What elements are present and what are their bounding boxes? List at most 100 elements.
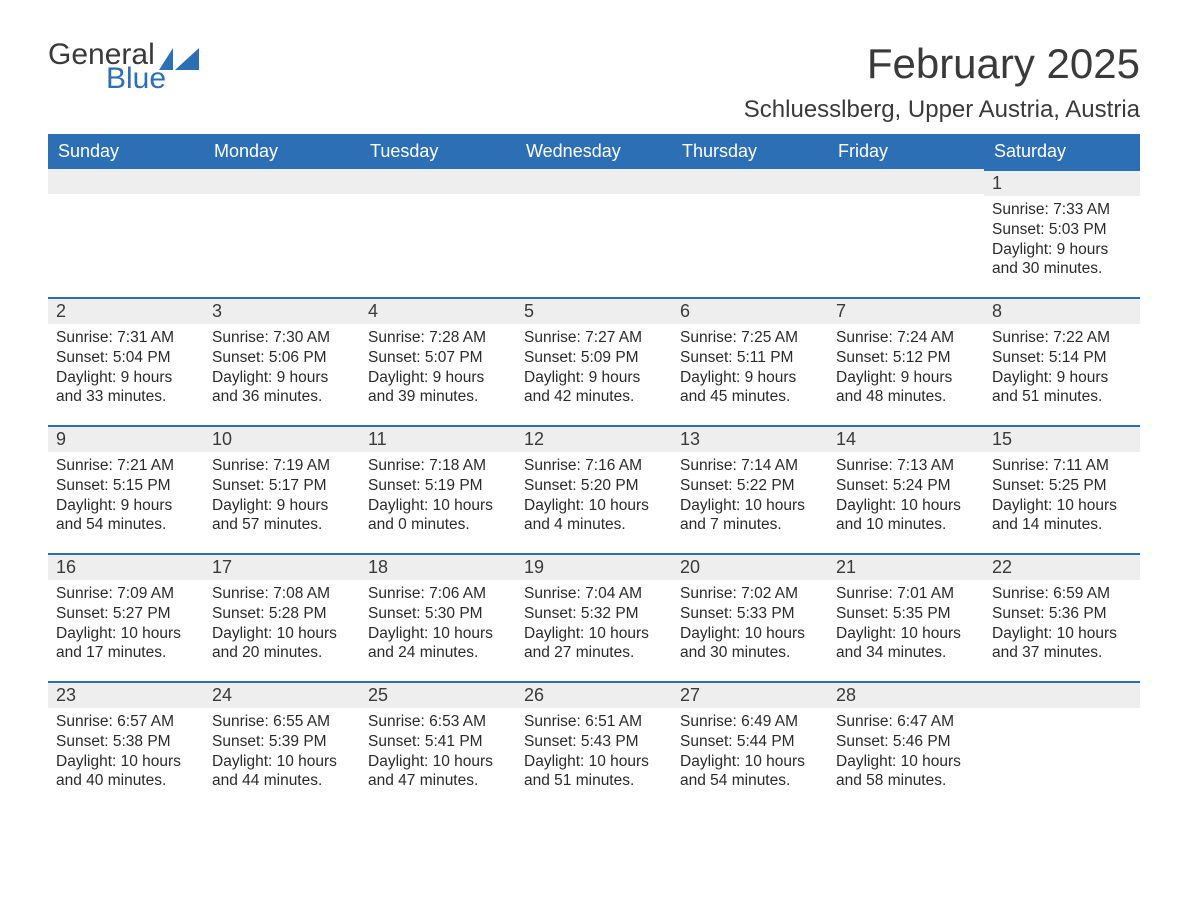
sunset: Sunset: 5:06 PM	[212, 348, 352, 368]
day-body: Sunrise: 6:53 AMSunset: 5:41 PMDaylight:…	[360, 708, 516, 797]
sunrise: Sunrise: 7:22 AM	[992, 328, 1132, 348]
daylight: Daylight: 10 hours and 37 minutes.	[992, 624, 1132, 664]
sunset: Sunset: 5:36 PM	[992, 604, 1132, 624]
daylight: Daylight: 10 hours and 40 minutes.	[56, 752, 196, 792]
day-number: 16	[48, 553, 204, 580]
sunrise: Sunrise: 7:16 AM	[524, 456, 664, 476]
calendar-table: SundayMondayTuesdayWednesdayThursdayFrid…	[48, 134, 1140, 809]
sunset: Sunset: 5:14 PM	[992, 348, 1132, 368]
day-number: 13	[672, 425, 828, 452]
sunset: Sunset: 5:22 PM	[680, 476, 820, 496]
sunset: Sunset: 5:35 PM	[836, 604, 976, 624]
daylight: Daylight: 9 hours and 30 minutes.	[992, 240, 1132, 280]
calendar-week: 9Sunrise: 7:21 AMSunset: 5:15 PMDaylight…	[48, 425, 1140, 553]
calendar-cell: 5Sunrise: 7:27 AMSunset: 5:09 PMDaylight…	[516, 297, 672, 425]
day-number: 19	[516, 553, 672, 580]
month-title: February 2025	[744, 40, 1140, 88]
weekday-header: Friday	[828, 134, 984, 169]
sunset: Sunset: 5:17 PM	[212, 476, 352, 496]
sunrise: Sunrise: 7:28 AM	[368, 328, 508, 348]
calendar-cell: 23Sunrise: 6:57 AMSunset: 5:38 PMDayligh…	[48, 681, 204, 809]
sunrise: Sunrise: 7:02 AM	[680, 584, 820, 604]
day-number: 12	[516, 425, 672, 452]
calendar-cell: 2Sunrise: 7:31 AMSunset: 5:04 PMDaylight…	[48, 297, 204, 425]
daylight: Daylight: 10 hours and 7 minutes.	[680, 496, 820, 536]
day-number: 14	[828, 425, 984, 452]
sunrise: Sunrise: 7:14 AM	[680, 456, 820, 476]
weekday-header: Sunday	[48, 134, 204, 169]
calendar-cell: 15Sunrise: 7:11 AMSunset: 5:25 PMDayligh…	[984, 425, 1140, 553]
calendar-week: 1Sunrise: 7:33 AMSunset: 5:03 PMDaylight…	[48, 169, 1140, 297]
daylight: Daylight: 10 hours and 30 minutes.	[680, 624, 820, 664]
day-body: Sunrise: 7:11 AMSunset: 5:25 PMDaylight:…	[984, 452, 1140, 541]
daylight: Daylight: 10 hours and 34 minutes.	[836, 624, 976, 664]
day-body: Sunrise: 7:25 AMSunset: 5:11 PMDaylight:…	[672, 324, 828, 413]
sunrise: Sunrise: 7:25 AM	[680, 328, 820, 348]
sunrise: Sunrise: 7:08 AM	[212, 584, 352, 604]
sunset: Sunset: 5:09 PM	[524, 348, 664, 368]
calendar-cell: 24Sunrise: 6:55 AMSunset: 5:39 PMDayligh…	[204, 681, 360, 809]
day-body: Sunrise: 7:06 AMSunset: 5:30 PMDaylight:…	[360, 580, 516, 669]
daylight: Daylight: 10 hours and 27 minutes.	[524, 624, 664, 664]
sunset: Sunset: 5:15 PM	[56, 476, 196, 496]
calendar-cell: 12 Sunrise: 7:16 AMSunset: 5:20 PMDayligh…	[516, 425, 672, 553]
daylight: Daylight: 10 hours and 44 minutes.	[212, 752, 352, 792]
day-body: Sunrise: 6:49 AMSunset: 5:44 PMDaylight:…	[672, 708, 828, 797]
sunset: Sunset: 5:03 PM	[992, 220, 1132, 240]
day-body: Sunrise: 7:24 AMSunset: 5:12 PMDaylight:…	[828, 324, 984, 413]
calendar-cell: 8Sunrise: 7:22 AMSunset: 5:14 PMDaylight…	[984, 297, 1140, 425]
sunrise: Sunrise: 6:49 AM	[680, 712, 820, 732]
day-number: 8	[984, 297, 1140, 324]
sunset: Sunset: 5:07 PM	[368, 348, 508, 368]
sunset: Sunset: 5:24 PM	[836, 476, 976, 496]
calendar-week: 23Sunrise: 6:57 AMSunset: 5:38 PMDayligh…	[48, 681, 1140, 809]
logo-text-blue: Blue	[106, 64, 199, 94]
sunset: Sunset: 5:41 PM	[368, 732, 508, 752]
day-number: 10	[204, 425, 360, 452]
day-body: Sunrise: 7:21 AMSunset: 5:15 PMDaylight:…	[48, 452, 204, 541]
daylight: Daylight: 10 hours and 58 minutes.	[836, 752, 976, 792]
daylight: Daylight: 10 hours and 4 minutes.	[524, 496, 664, 536]
calendar-cell: 26Sunrise: 6:51 AMSunset: 5:43 PMDayligh…	[516, 681, 672, 809]
sunset: Sunset: 5:46 PM	[836, 732, 976, 752]
daylight: Daylight: 9 hours and 54 minutes.	[56, 496, 196, 536]
sunset: Sunset: 5:30 PM	[368, 604, 508, 624]
day-number	[828, 169, 984, 194]
sunset: Sunset: 5:20 PM	[524, 476, 664, 496]
sunrise: Sunrise: 7:31 AM	[56, 328, 196, 348]
day-number: 5	[516, 297, 672, 324]
calendar-cell: 18Sunrise: 7:06 AMSunset: 5:30 PMDayligh…	[360, 553, 516, 681]
calendar-cell: 1Sunrise: 7:33 AMSunset: 5:03 PMDaylight…	[984, 169, 1140, 297]
daylight: Daylight: 9 hours and 42 minutes.	[524, 368, 664, 408]
day-body: Sunrise: 6:57 AMSunset: 5:38 PMDaylight:…	[48, 708, 204, 797]
weekday-header: Tuesday	[360, 134, 516, 169]
daylight: Daylight: 9 hours and 39 minutes.	[368, 368, 508, 408]
daylight: Daylight: 10 hours and 0 minutes.	[368, 496, 508, 536]
sunset: Sunset: 5:04 PM	[56, 348, 196, 368]
calendar-cell	[516, 169, 672, 297]
sunrise: Sunrise: 7:13 AM	[836, 456, 976, 476]
day-body: Sunrise: 7:02 AMSunset: 5:33 PMDaylight:…	[672, 580, 828, 669]
header: General Blue February 2025 Schluesslberg…	[48, 40, 1140, 124]
day-number: 2	[48, 297, 204, 324]
sunset: Sunset: 5:19 PM	[368, 476, 508, 496]
title-box: February 2025 Schluesslberg, Upper Austr…	[744, 40, 1140, 124]
calendar-cell	[828, 169, 984, 297]
sunrise: Sunrise: 7:11 AM	[992, 456, 1132, 476]
calendar-cell: 28Sunrise: 6:47 AMSunset: 5:46 PMDayligh…	[828, 681, 984, 809]
calendar-cell: 16Sunrise: 7:09 AMSunset: 5:27 PMDayligh…	[48, 553, 204, 681]
sunrise: Sunrise: 7:19 AM	[212, 456, 352, 476]
calendar-cell	[360, 169, 516, 297]
sunrise: Sunrise: 7:21 AM	[56, 456, 196, 476]
daylight: Daylight: 10 hours and 24 minutes.	[368, 624, 508, 664]
calendar-cell: 6Sunrise: 7:25 AMSunset: 5:11 PMDaylight…	[672, 297, 828, 425]
calendar-cell: 7Sunrise: 7:24 AMSunset: 5:12 PMDaylight…	[828, 297, 984, 425]
daylight: Daylight: 9 hours and 51 minutes.	[992, 368, 1132, 408]
day-number: 22	[984, 553, 1140, 580]
day-number: 6	[672, 297, 828, 324]
daylight: Daylight: 10 hours and 20 minutes.	[212, 624, 352, 664]
day-body: Sunrise: 7:08 AMSunset: 5:28 PMDaylight:…	[204, 580, 360, 669]
sunset: Sunset: 5:39 PM	[212, 732, 352, 752]
day-body: Sunrise: 7:22 AMSunset: 5:14 PMDaylight:…	[984, 324, 1140, 413]
day-number: 15	[984, 425, 1140, 452]
